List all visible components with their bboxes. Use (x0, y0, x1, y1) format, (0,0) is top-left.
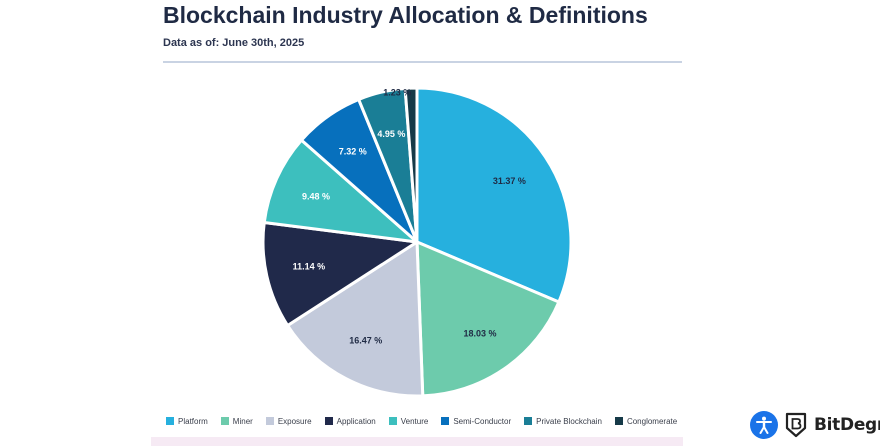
brand-area: BitDegree (750, 409, 880, 441)
legend-item-venture[interactable]: Venture (388, 416, 429, 426)
legend-label: Semi-Conductor (453, 416, 512, 426)
slice-label-conglomerate: 1.23 % (383, 88, 411, 98)
legend-label: Private Blockchain (536, 416, 602, 426)
slice-label-semi-conductor: 7.32 % (339, 147, 367, 157)
legend-swatch (441, 417, 450, 425)
legend-label: Exposure (277, 416, 312, 426)
chart-title: Blockchain Industry Allocation & Definit… (163, 2, 648, 28)
pie-slice-miner[interactable] (415, 240, 561, 398)
legend-item-application[interactable]: Application (324, 416, 376, 426)
legend-label: Miner (232, 416, 253, 426)
legend-item-conglomerate[interactable]: Conglomerate (614, 416, 678, 426)
legend-label: Platform (178, 416, 208, 426)
legend-item-exposure[interactable]: Exposure (265, 416, 312, 426)
legend-swatch (524, 417, 533, 425)
slice-label-private-blockchain: 4.95 % (377, 129, 405, 139)
legend-item-semi-conductor[interactable]: Semi-Conductor (441, 417, 511, 426)
legend-swatch (265, 417, 274, 425)
pie-slice-platform[interactable] (415, 86, 573, 304)
legend-swatch (324, 417, 333, 425)
footer-band (151, 437, 683, 446)
legend-swatch (388, 417, 397, 425)
data-date-subtitle: Data as of: June 30th, 2025 (163, 37, 305, 49)
pie-slice-venture[interactable] (262, 138, 419, 244)
chart-legend: Platform Miner Exposure Application Venture S… (166, 415, 677, 427)
legend-swatch (614, 417, 623, 425)
brand-name[interactable]: BitDegree (814, 415, 880, 435)
slice-label-platform: 31.37 % (493, 176, 526, 186)
legend-item-private-blockchain[interactable]: Private Blockchain (524, 417, 602, 426)
bitdegree-shield-icon (785, 412, 807, 438)
pie-slice-exposure[interactable] (286, 240, 425, 398)
legend-item-miner[interactable]: Miner (220, 416, 253, 426)
slice-label-venture: 9.48 % (302, 191, 330, 201)
legend-label: Conglomerate (626, 416, 678, 426)
legend-label: Venture (400, 416, 429, 426)
legend-swatch (166, 417, 174, 425)
header-divider (163, 61, 682, 63)
slice-label-miner: 18.03 % (463, 328, 496, 338)
legend-swatch (220, 417, 229, 425)
slice-label-exposure: 16.47 % (349, 335, 382, 345)
pie-slice-conglomerate[interactable] (403, 86, 419, 244)
accessibility-icon[interactable] (750, 411, 778, 439)
slice-label-application: 11.14 % (293, 262, 326, 272)
legend-item-platform[interactable]: Platform (166, 417, 208, 426)
legend-label: Application (336, 416, 376, 426)
pie-slice-application[interactable] (261, 221, 419, 328)
